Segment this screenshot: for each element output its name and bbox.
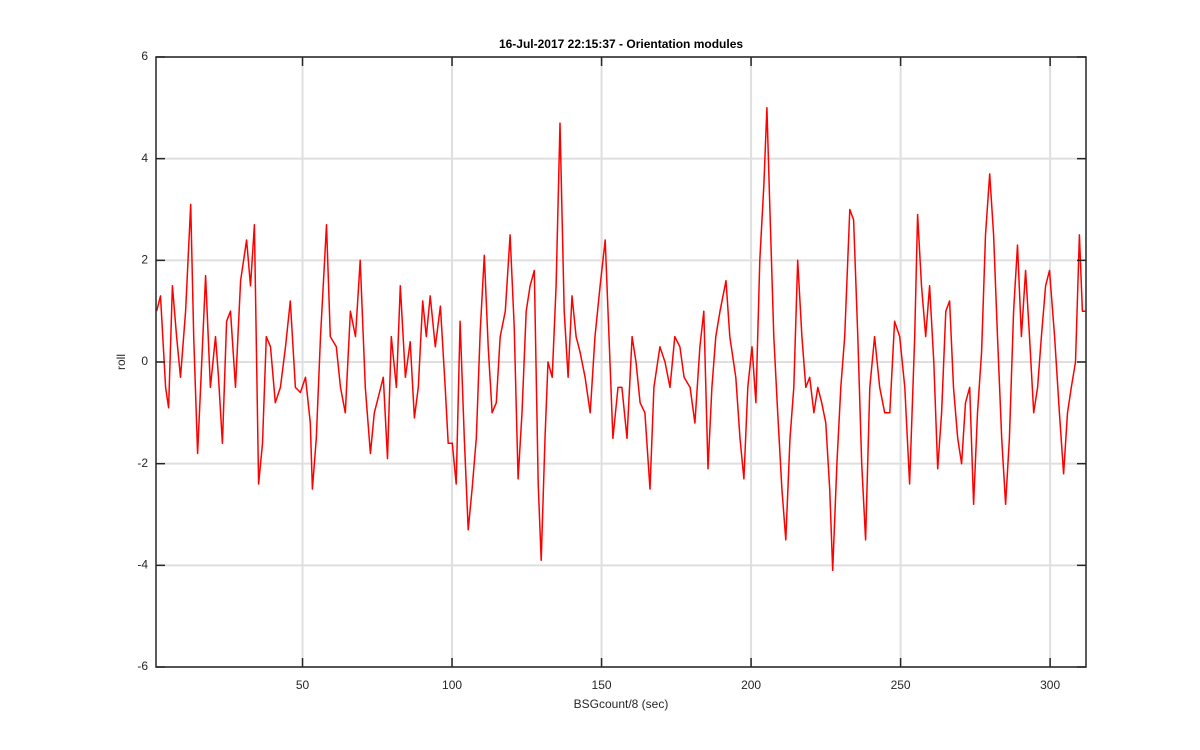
x-tick-label: 200 (741, 678, 761, 692)
y-tick-label: 6 (141, 49, 148, 63)
x-tick-label: 250 (891, 678, 911, 692)
y-tick-label: -2 (137, 456, 148, 470)
y-tick-label: 2 (141, 253, 148, 267)
x-tick-label: 150 (592, 678, 612, 692)
x-tick-label: 300 (1040, 678, 1060, 692)
chart-title: 16-Jul-2017 22:15:37 - Orientation modul… (499, 37, 743, 51)
y-tick-label: -6 (137, 659, 148, 673)
y-tick-label: 4 (141, 151, 148, 165)
x-axis-label: BSGcount/8 (sec) (574, 697, 669, 711)
y-tick-label: -4 (137, 558, 148, 572)
x-tick-label: 50 (296, 678, 310, 692)
y-axis-label: roll (114, 354, 128, 370)
x-tick-label: 100 (442, 678, 462, 692)
y-tick-label: 0 (141, 354, 148, 368)
data-line (155, 107, 1086, 572)
